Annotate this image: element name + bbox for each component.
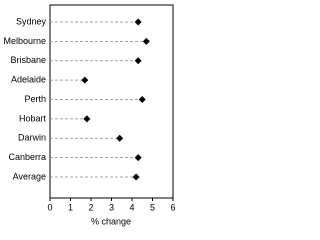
y-tick-label: Melbourne	[3, 36, 46, 46]
x-tick-label: 4	[129, 202, 134, 212]
x-tick-label: 3	[109, 202, 114, 212]
plot-frame	[49, 4, 174, 199]
dot-marker	[132, 173, 140, 181]
x-axis-label: % change	[91, 216, 131, 226]
y-tick-label: Perth	[24, 94, 46, 104]
dot-marker	[134, 18, 142, 26]
x-tick-label: 5	[150, 202, 155, 212]
y-tick-label: Hobart	[19, 113, 47, 123]
dot-marker	[83, 115, 91, 123]
x-tick-label: 1	[68, 202, 73, 212]
y-tick-label: Average	[13, 171, 46, 181]
x-tick-label: 6	[170, 202, 175, 212]
y-tick-label: Brisbane	[10, 55, 46, 65]
x-tick-label: 2	[88, 202, 93, 212]
dot-marker	[134, 57, 142, 65]
dot-marker	[138, 96, 146, 103]
y-tick-label: Darwin	[18, 133, 46, 143]
y-tick-label: Adelaide	[11, 75, 46, 85]
dot-marker	[142, 37, 150, 45]
dot-marker	[134, 154, 142, 162]
y-tick-label: Canberra	[8, 152, 46, 162]
dot-marker	[116, 134, 124, 142]
x-tick-label: 0	[47, 202, 52, 212]
y-tick-label: Sydney	[16, 16, 47, 26]
dot-marker	[81, 76, 89, 84]
chart: % change 0 1 2 3 4 5 6 Sydney Melbourne Brisbane A…	[3, 4, 176, 226]
